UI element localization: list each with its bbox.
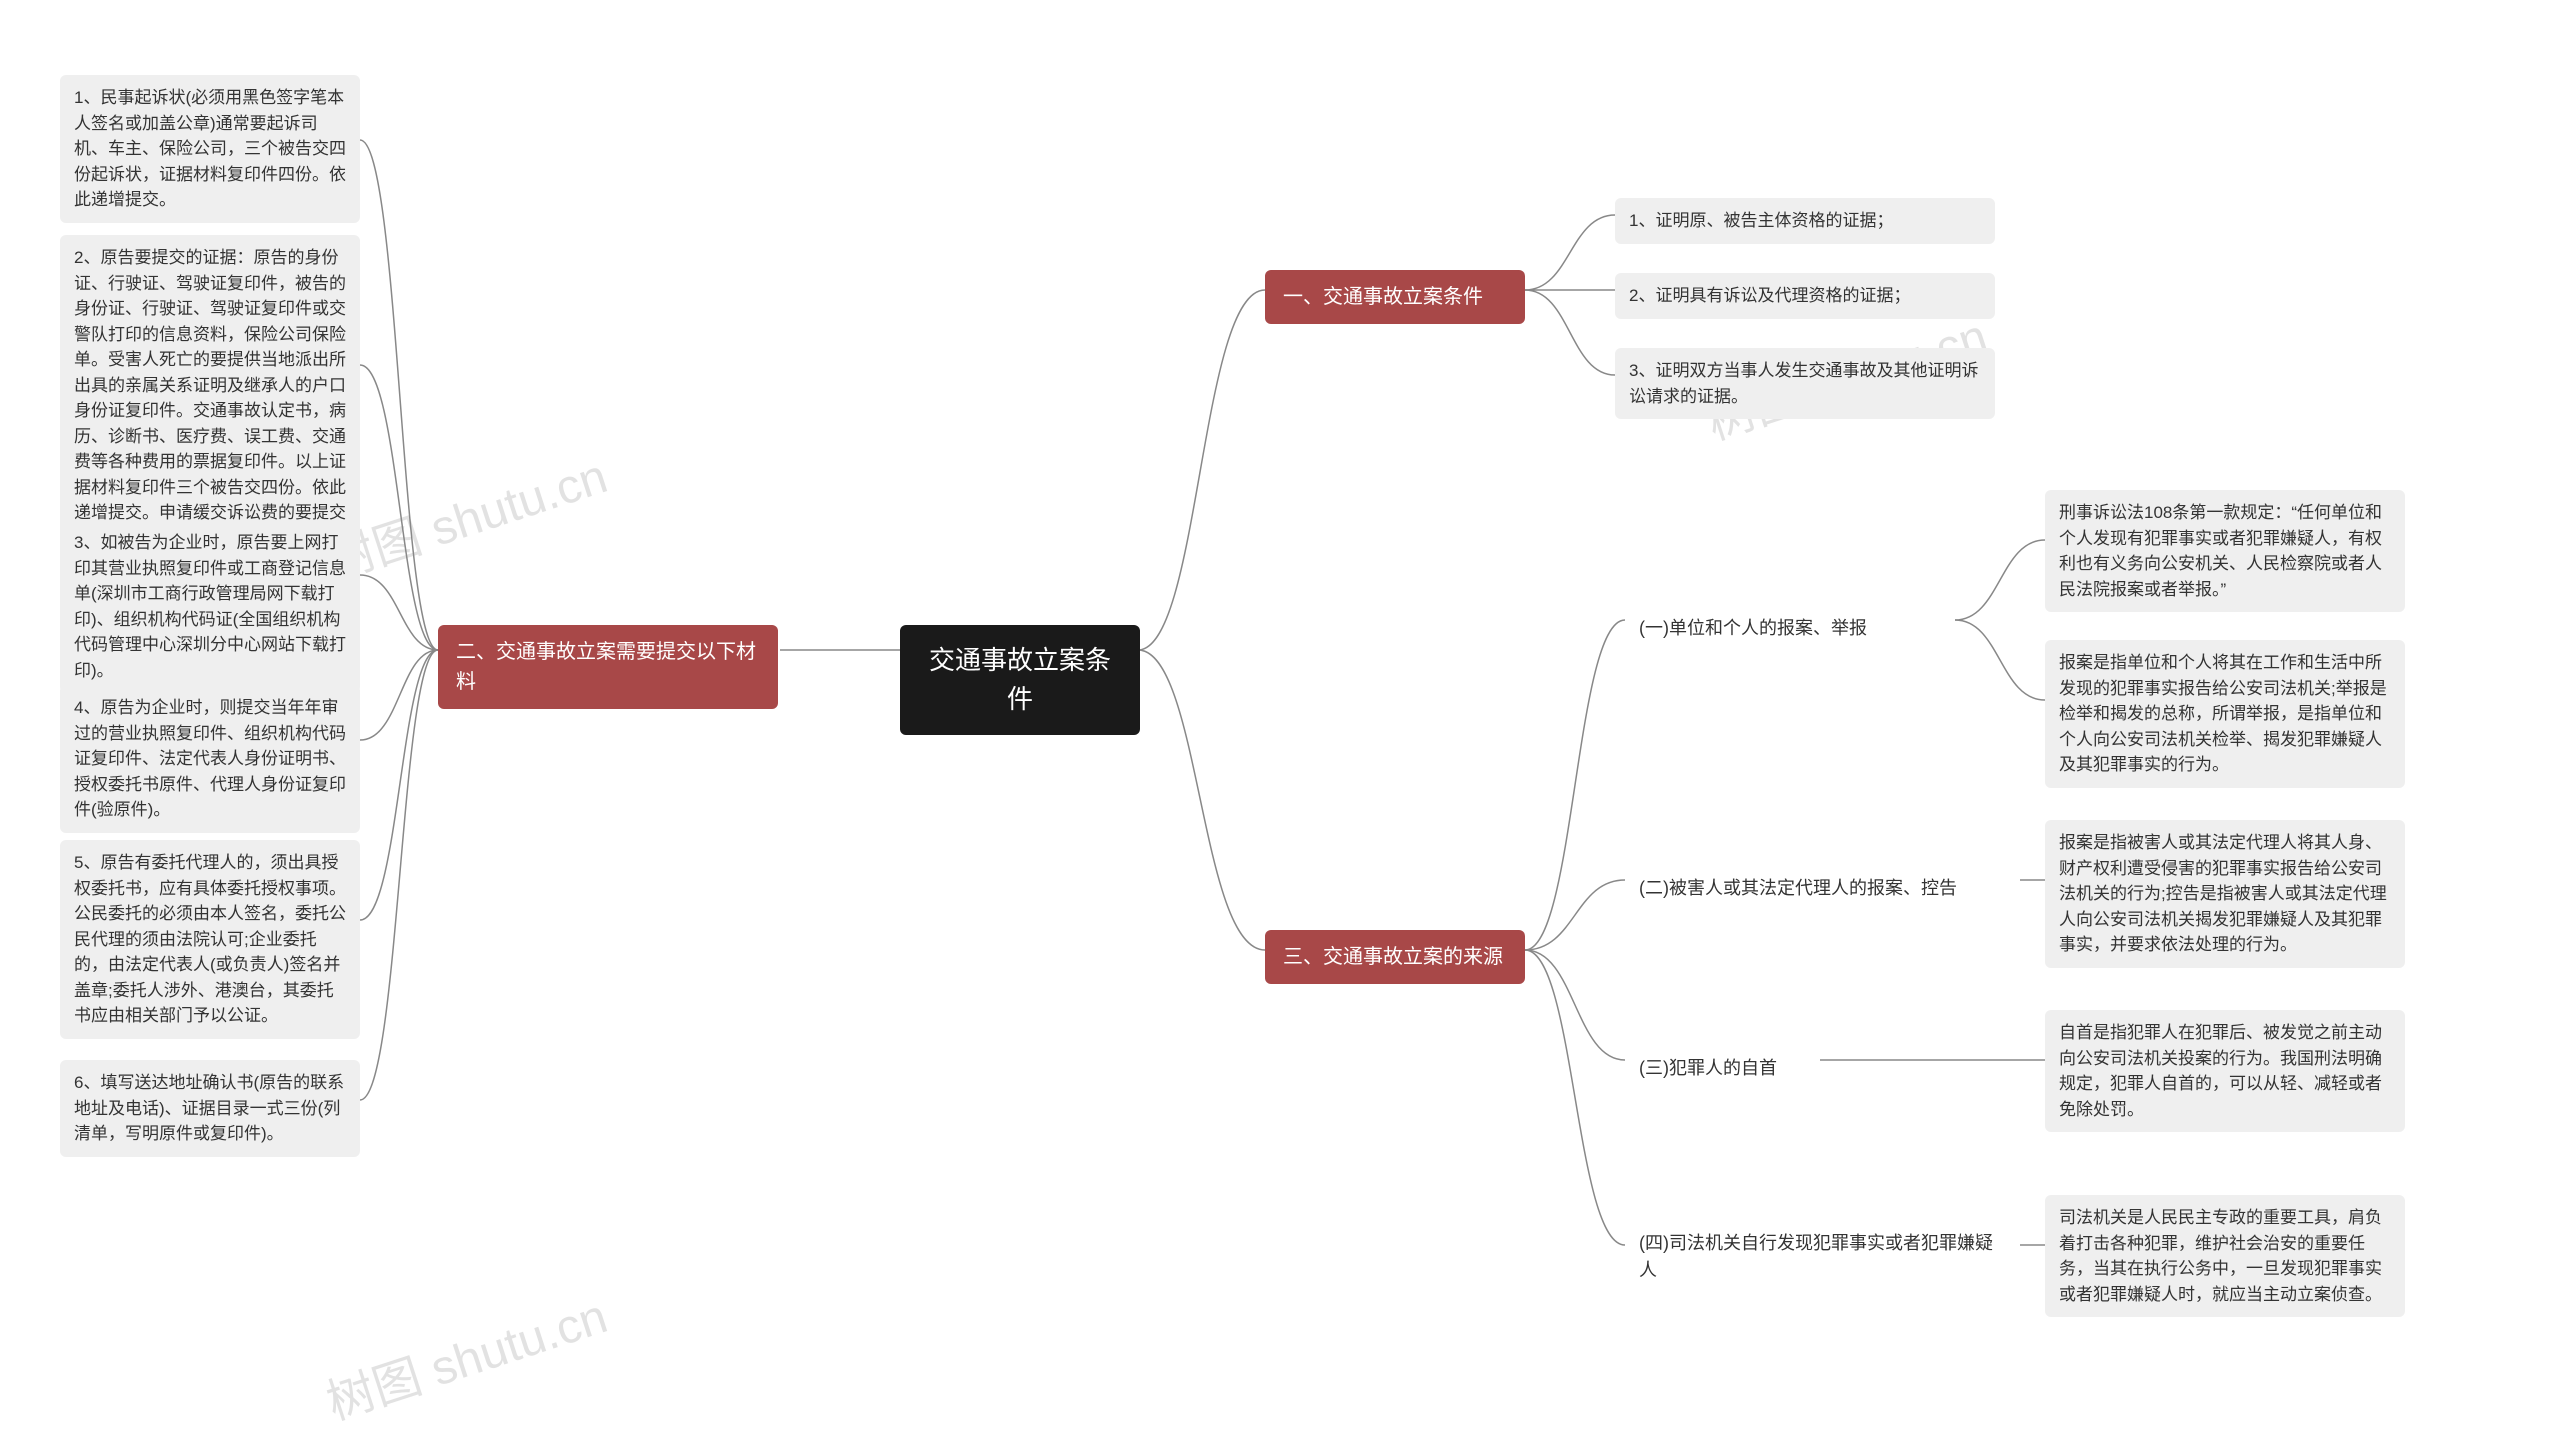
branch-3-sub-1-detail-2: 报案是指单位和个人将其在工作和生活中所发现的犯罪事实报告给公安司法机关;举报是检…	[2045, 640, 2405, 788]
root-node: 交通事故立案条件	[900, 625, 1140, 735]
branch-3-sub-3-detail-1: 自首是指犯罪人在犯罪后、被发觉之前主动向公安司法机关投案的行为。我国刑法明确规定…	[2045, 1010, 2405, 1132]
branch-1-item-3: 3、证明双方当事人发生交通事故及其他证明诉讼请求的证据。	[1615, 348, 1995, 419]
branch-3-sub-2: (二)被害人或其法定代理人的报案、控告	[1625, 865, 2020, 912]
branch-3-sub-1: (一)单位和个人的报案、举报	[1625, 605, 1955, 652]
branch-2: 二、交通事故立案需要提交以下材料	[438, 625, 778, 709]
branch-2-item-5: 5、原告有委托代理人的，须出具授权委托书，应有具体委托授权事项。公民委托的必须由…	[60, 840, 360, 1039]
watermark: 树图 shutu.cn	[316, 437, 614, 593]
branch-3-sub-4-detail-1: 司法机关是人民民主专政的重要工具，肩负着打击各种犯罪，维护社会治安的重要任务，当…	[2045, 1195, 2405, 1317]
branch-3-sub-2-detail-1: 报案是指被害人或其法定代理人将其人身、财产权利遭受侵害的犯罪事实报告给公安司法机…	[2045, 820, 2405, 968]
branch-1-item-2: 2、证明具有诉讼及代理资格的证据；	[1615, 273, 1995, 319]
branch-2-item-1: 1、民事起诉状(必须用黑色签字笔本人签名或加盖公章)通常要起诉司机、车主、保险公…	[60, 75, 360, 223]
watermark: 树图 shutu.cn	[316, 1277, 614, 1433]
branch-2-item-6: 6、填写送达地址确认书(原告的联系地址及电话)、证据目录一式三份(列清单，写明原…	[60, 1060, 360, 1157]
branch-3-sub-1-detail-1: 刑事诉讼法108条第一款规定：“任何单位和个人发现有犯罪事实或者犯罪嫌疑人，有权…	[2045, 490, 2405, 612]
branch-3-sub-3: (三)犯罪人的自首	[1625, 1045, 1820, 1092]
branch-3-sub-4: (四)司法机关自行发现犯罪事实或者犯罪嫌疑人	[1625, 1220, 2020, 1294]
branch-1: 一、交通事故立案条件	[1265, 270, 1525, 324]
branch-3: 三、交通事故立案的来源	[1265, 930, 1525, 984]
branch-2-item-3: 3、如被告为企业时，原告要上网打印其营业执照复印件或工商登记信息单(深圳市工商行…	[60, 520, 360, 693]
branch-2-item-4: 4、原告为企业时，则提交当年年审过的营业执照复印件、组织机构代码证复印件、法定代…	[60, 685, 360, 833]
branch-1-item-1: 1、证明原、被告主体资格的证据；	[1615, 198, 1995, 244]
